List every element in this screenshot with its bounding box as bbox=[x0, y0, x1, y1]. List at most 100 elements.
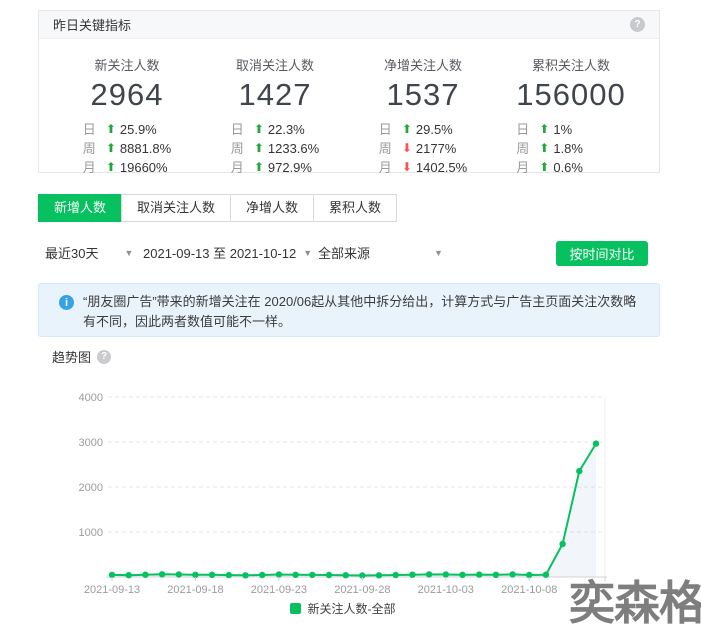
tab-new-followers[interactable]: 新增人数 bbox=[38, 194, 123, 222]
tab-net-growth[interactable]: 净增人数 bbox=[230, 194, 315, 222]
data-point[interactable] bbox=[158, 571, 166, 578]
trend-pct: 8881.8% bbox=[119, 141, 172, 156]
trend-line bbox=[111, 443, 597, 577]
date-range-select[interactable]: 2021-09-13 至 2021-10-12 ▼ bbox=[143, 243, 312, 262]
trend-arrow-icon: ⬇ bbox=[401, 141, 412, 155]
data-point[interactable] bbox=[476, 571, 483, 578]
data-point[interactable] bbox=[526, 571, 533, 579]
data-point[interactable] bbox=[392, 571, 399, 579]
chart-legend[interactable]: 新关注人数-全部 bbox=[70, 600, 615, 617]
data-point[interactable] bbox=[375, 572, 383, 579]
trend-period: 日 bbox=[230, 122, 244, 137]
date-range-value: 2021-09-13 至 2021-10-12 bbox=[143, 246, 297, 261]
metric-value: 1537 bbox=[386, 77, 460, 112]
tab-total-followers[interactable]: 累积人数 bbox=[313, 194, 398, 222]
trend-arrow-icon: ⬆ bbox=[401, 122, 412, 136]
data-point[interactable] bbox=[142, 571, 149, 578]
trend-section-title: 趋势图 ? bbox=[52, 347, 112, 366]
trend-arrow-icon: ⬆ bbox=[539, 141, 550, 155]
trend-pct: 1233.6% bbox=[267, 141, 320, 156]
tab-unfollowers[interactable]: 取消关注人数 bbox=[121, 194, 232, 222]
trend-row-week: 周 ⬆ 1233.6% bbox=[231, 139, 319, 158]
data-point[interactable] bbox=[509, 571, 516, 578]
data-point[interactable] bbox=[492, 571, 500, 578]
metric-unfollowers: 取消关注人数 1427 日 ⬆ 22.3% 周 ⬆ 1233.6% 月 ⬆ bbox=[201, 55, 349, 177]
trend-pct: 2177% bbox=[415, 141, 457, 156]
metric-net-growth: 净增关注人数 1537 日 ⬆ 29.5% 周 ⬇ 2177% 月 ⬇ bbox=[349, 55, 497, 177]
compare-by-time-button[interactable]: 按时间对比 bbox=[556, 241, 648, 266]
help-icon[interactable]: ? bbox=[630, 17, 645, 32]
trend-row-day: 日 ⬆ 22.3% bbox=[231, 120, 319, 139]
help-icon[interactable]: ? bbox=[97, 349, 112, 364]
metric-value: 156000 bbox=[516, 77, 626, 112]
legend-swatch-icon bbox=[289, 603, 301, 614]
x-axis-tick-label: 2021-09-13 bbox=[84, 584, 140, 596]
x-axis-tick-label: 2021-09-23 bbox=[251, 584, 307, 596]
trend-row-month: 月 ⬆ 972.9% bbox=[231, 158, 319, 177]
data-point[interactable] bbox=[459, 571, 466, 578]
x-axis-tick-label: 2021-09-18 bbox=[167, 584, 223, 596]
data-point[interactable] bbox=[275, 571, 283, 578]
data-point[interactable] bbox=[242, 572, 249, 579]
data-point[interactable] bbox=[259, 571, 266, 579]
trend-row-month: 月 ⬆ 19660% bbox=[83, 158, 171, 177]
chevron-down-icon: ▼ bbox=[124, 247, 134, 258]
area-fill bbox=[112, 443, 596, 577]
y-axis-tick-label: 1000 bbox=[79, 527, 103, 539]
metric-tabs: 新增人数 取消关注人数 净增人数 累积人数 bbox=[38, 194, 398, 222]
source-select-value: 全部来源 bbox=[318, 246, 371, 261]
data-point[interactable] bbox=[559, 540, 566, 548]
trend-period: 日 bbox=[516, 122, 530, 137]
data-point[interactable] bbox=[576, 467, 583, 475]
data-point[interactable] bbox=[442, 571, 449, 578]
metric-total-followers: 累积关注人数 156000 日 ⬆ 1% 周 ⬆ 1.8% 月 ⬆ bbox=[497, 55, 645, 177]
x-axis-tick-label: 2021-09-28 bbox=[334, 584, 390, 596]
trend-arrow-icon: ⬆ bbox=[253, 160, 264, 174]
info-icon: i bbox=[59, 295, 74, 310]
data-point[interactable] bbox=[359, 572, 366, 579]
trend-row-month: 月 ⬇ 1402.5% bbox=[379, 158, 467, 177]
trend-row-day: 日 ⬆ 29.5% bbox=[379, 120, 467, 139]
metric-label: 取消关注人数 bbox=[235, 58, 314, 73]
metric-value: 1427 bbox=[238, 77, 312, 112]
y-axis-tick-label: 3000 bbox=[79, 437, 103, 449]
range-select[interactable]: 最近30天 ▼ bbox=[45, 243, 133, 262]
y-axis-tick-label: 4000 bbox=[79, 392, 103, 404]
data-point[interactable] bbox=[192, 571, 199, 578]
data-point[interactable] bbox=[325, 571, 333, 579]
data-point[interactable] bbox=[592, 440, 600, 447]
data-point[interactable] bbox=[225, 571, 232, 579]
source-select[interactable]: 全部来源 ▼ bbox=[318, 243, 443, 262]
data-point[interactable] bbox=[292, 571, 299, 578]
trend-arrow-icon: ⬆ bbox=[253, 122, 264, 136]
chevron-down-icon: ▼ bbox=[303, 247, 313, 258]
trend-arrow-icon: ⬆ bbox=[253, 141, 264, 155]
y-axis-tick-label: 2000 bbox=[79, 482, 103, 494]
trend-period: 周 bbox=[230, 141, 244, 156]
trend-pct: 29.5% bbox=[415, 122, 453, 137]
data-point[interactable] bbox=[542, 571, 550, 578]
trend-pct: 22.3% bbox=[267, 122, 305, 137]
x-axis-tick-label: 2021-10-03 bbox=[418, 584, 474, 596]
card-body: 新关注人数 2964 日 ⬆ 25.9% 周 ⬆ 8881.8% 月 ⬆ bbox=[39, 39, 659, 177]
data-point[interactable] bbox=[175, 571, 182, 578]
data-point[interactable] bbox=[409, 571, 416, 578]
trend-pct: 1402.5% bbox=[415, 160, 468, 175]
card-header: 昨日关键指标 ? bbox=[39, 11, 659, 39]
key-metrics-card: 昨日关键指标 ? 新关注人数 2964 日 ⬆ 25.9% 周 ⬆ 8881.8… bbox=[38, 10, 660, 175]
data-point[interactable] bbox=[125, 572, 132, 579]
trend-row-month: 月 ⬆ 0.6% bbox=[516, 158, 625, 177]
data-point[interactable] bbox=[425, 571, 433, 578]
data-point[interactable] bbox=[309, 571, 316, 579]
trend-row-day: 日 ⬆ 1% bbox=[516, 120, 625, 139]
data-point[interactable] bbox=[342, 572, 349, 579]
trend-period: 月 bbox=[378, 160, 392, 175]
trend-period: 周 bbox=[516, 141, 530, 156]
trend-period: 月 bbox=[516, 160, 530, 175]
data-point[interactable] bbox=[108, 571, 116, 579]
data-point[interactable] bbox=[208, 571, 216, 578]
range-select-value: 最近30天 bbox=[45, 246, 99, 261]
metric-value: 2964 bbox=[90, 77, 164, 112]
trend-arrow-icon: ⬆ bbox=[539, 122, 550, 136]
